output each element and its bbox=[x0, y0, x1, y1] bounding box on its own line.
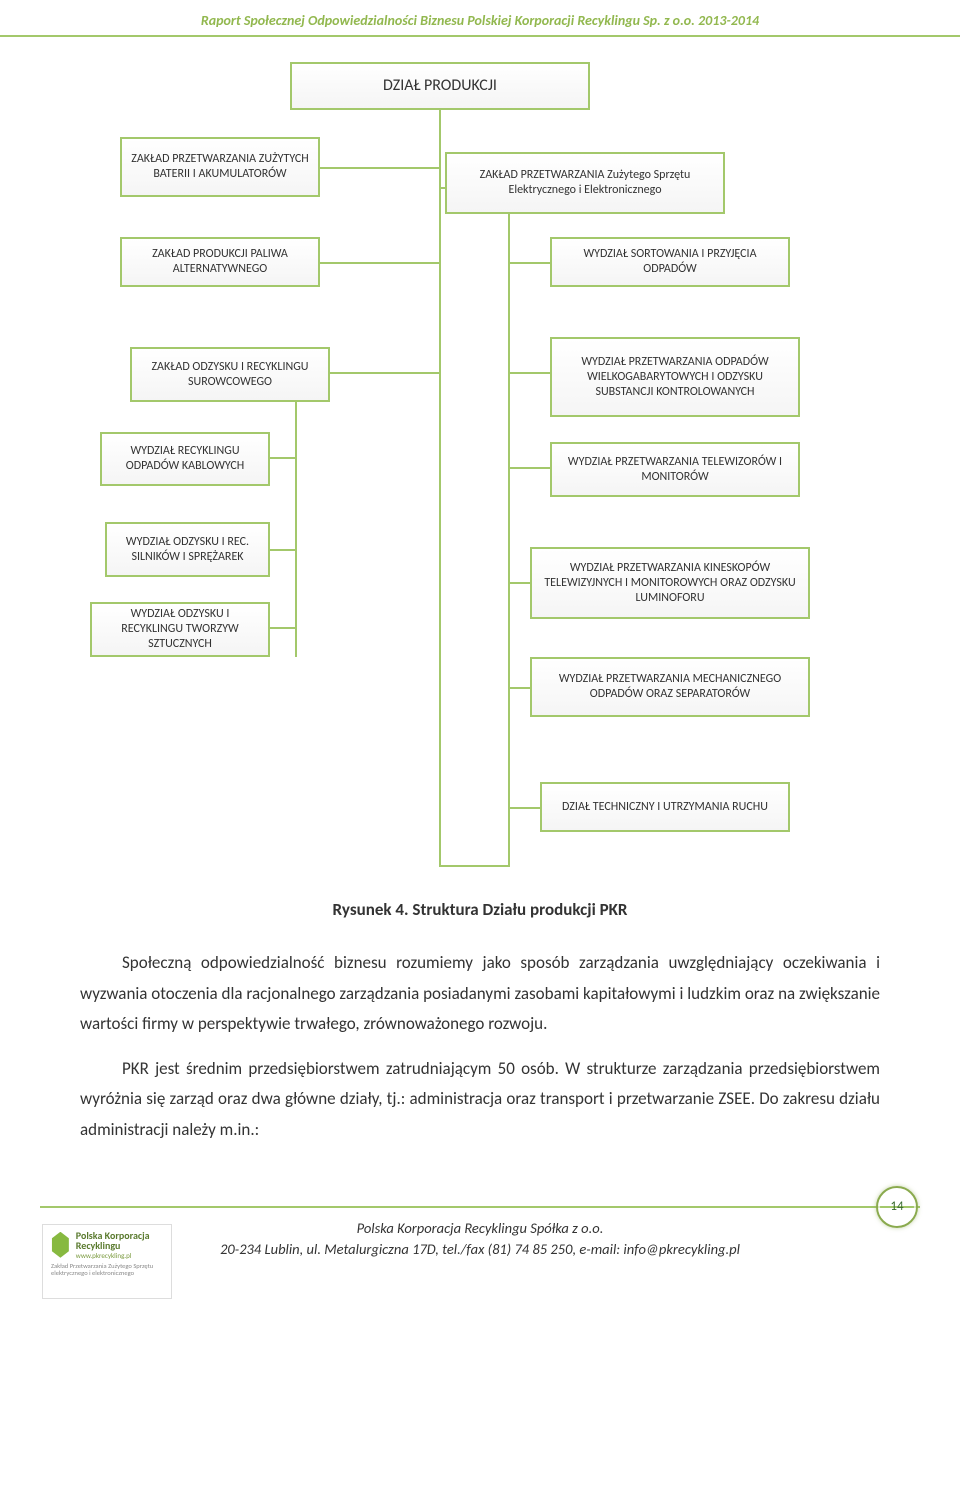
connector bbox=[508, 214, 510, 867]
connector bbox=[508, 372, 550, 374]
node-label: WYDZIAŁ PRZETWARZANIA MECHANICZNEGO ODPA… bbox=[540, 672, 800, 702]
node-label: WYDZIAŁ ODZYSKU I REC. SILNIKÓW I SPRĘŻA… bbox=[115, 535, 260, 565]
paragraph: PKR jest średnim przedsiębiorstwem zatru… bbox=[80, 1054, 880, 1146]
page-number-badge: 14 bbox=[876, 1186, 918, 1228]
connector bbox=[508, 262, 550, 264]
node-label: WYDZIAŁ PRZETWARZANIA ODPADÓW WIELKOGABA… bbox=[560, 355, 790, 400]
figure-caption: Rysunek 4. Struktura Działu produkcji PK… bbox=[0, 899, 960, 920]
node-label: ZAKŁAD PRZETWARZANIA ZUŻYTYCH BATERII I … bbox=[130, 152, 310, 182]
connector bbox=[330, 372, 440, 374]
connector bbox=[439, 110, 441, 867]
connector bbox=[270, 549, 297, 551]
logo-subtitle: Zakład Przetwarzania Zużytego Sprzętu el… bbox=[51, 1263, 163, 1277]
node-label: ZAKŁAD PRZETWARZANIA Zużytego Sprzętu El… bbox=[455, 168, 715, 198]
logo-name: Polska Korporacja Recyklingu www.pkrecyk… bbox=[76, 1231, 163, 1259]
page-footer: 14 Polska Korporacja Recyklingu www.pkre… bbox=[0, 1206, 960, 1316]
connector bbox=[295, 402, 297, 657]
node-label: ZAKŁAD PRODUKCJI PALIWA ALTERNATYWNEGO bbox=[130, 247, 310, 277]
node-label: DZIAŁ PRODUKCJI bbox=[383, 76, 497, 96]
page-number: 14 bbox=[890, 1199, 903, 1214]
node-label: DZIAŁ TECHNICZNY I UTRZYMANIA RUCHU bbox=[562, 800, 768, 815]
connector bbox=[320, 262, 440, 264]
footer-logo: Polska Korporacja Recyklingu www.pkrecyk… bbox=[42, 1224, 172, 1299]
node-right-1: WYDZIAŁ PRZETWARZANIA ODPADÓW WIELKOGABA… bbox=[550, 337, 800, 417]
node-label: WYDZIAŁ PRZETWARZANIA TELEWIZORÓW I MONI… bbox=[560, 455, 790, 485]
node-right-2: WYDZIAŁ PRZETWARZANIA TELEWIZORÓW I MONI… bbox=[550, 442, 800, 497]
connector bbox=[270, 457, 297, 459]
node-root: DZIAŁ PRODUKCJI bbox=[290, 62, 590, 110]
connector bbox=[508, 807, 540, 809]
node-left-3: WYDZIAŁ RECYKLINGU ODPADÓW KABLOWYCH bbox=[100, 432, 270, 486]
node-left-0: ZAKŁAD PRZETWARZANIA ZUŻYTYCH BATERII I … bbox=[120, 137, 320, 197]
node-right-3: WYDZIAŁ PRZETWARZANIA KINESKOPÓW TELEWIZ… bbox=[530, 547, 810, 619]
connector bbox=[439, 865, 510, 867]
node-left-5: WYDZIAŁ ODZYSKU I RECYKLINGU TWORZYW SZT… bbox=[90, 602, 270, 657]
footer-rule bbox=[40, 1206, 920, 1208]
body-text: Społeczną odpowiedzialność biznesu rozum… bbox=[80, 948, 880, 1146]
logo-url: www.pkrecykling.pl bbox=[76, 1252, 163, 1259]
node-right-0: WYDZIAŁ SORTOWANIA I PRZYJĘCIA ODPADÓW bbox=[550, 237, 790, 287]
logo-icon bbox=[51, 1232, 70, 1258]
node-label: WYDZIAŁ RECYKLINGU ODPADÓW KABLOWYCH bbox=[110, 444, 260, 474]
connector bbox=[270, 627, 297, 629]
node-right-4: WYDZIAŁ PRZETWARZANIA MECHANICZNEGO ODPA… bbox=[530, 657, 810, 717]
node-label: WYDZIAŁ PRZETWARZANIA KINESKOPÓW TELEWIZ… bbox=[540, 561, 800, 606]
connector bbox=[508, 687, 530, 689]
node-left-1: ZAKŁAD PRODUKCJI PALIWA ALTERNATYWNEGO bbox=[120, 237, 320, 287]
header-title: Raport Społecznej Odpowiedzialności Bizn… bbox=[201, 12, 759, 29]
caption-text: Rysunek 4. Struktura Działu produkcji PK… bbox=[332, 899, 627, 920]
node-label: ZAKŁAD ODZYSKU I RECYKLINGU SUROWCOWEGO bbox=[140, 360, 320, 390]
node-left-2: ZAKŁAD ODZYSKU I RECYKLINGU SUROWCOWEGO bbox=[130, 347, 330, 402]
node-right-root: ZAKŁAD PRZETWARZANIA Zużytego Sprzętu El… bbox=[445, 152, 725, 214]
page-header: Raport Społecznej Odpowiedzialności Bizn… bbox=[0, 0, 960, 37]
connector bbox=[508, 467, 550, 469]
connector bbox=[508, 582, 530, 584]
node-label: WYDZIAŁ SORTOWANIA I PRZYJĘCIA ODPADÓW bbox=[560, 247, 780, 277]
node-left-4: WYDZIAŁ ODZYSKU I REC. SILNIKÓW I SPRĘŻA… bbox=[105, 522, 270, 577]
connector bbox=[320, 167, 440, 169]
paragraph: Społeczną odpowiedzialność biznesu rozum… bbox=[80, 948, 880, 1040]
logo-name-text: Polska Korporacja Recyklingu bbox=[76, 1231, 163, 1252]
node-right-5: DZIAŁ TECHNICZNY I UTRZYMANIA RUCHU bbox=[540, 782, 790, 832]
org-chart: DZIAŁ PRODUKCJI ZAKŁAD PRZETWARZANIA ZUŻ… bbox=[40, 37, 920, 887]
node-label: WYDZIAŁ ODZYSKU I RECYKLINGU TWORZYW SZT… bbox=[100, 607, 260, 652]
